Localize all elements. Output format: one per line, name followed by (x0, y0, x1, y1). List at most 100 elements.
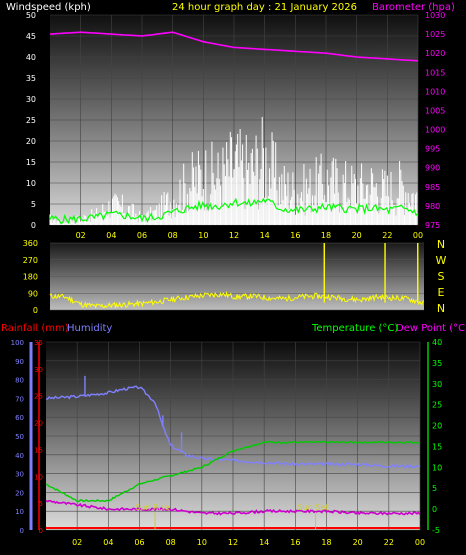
barometer-axis-title: Barometer (hpa) (372, 2, 455, 13)
temp-x-tick-label: 10 (197, 538, 207, 547)
humidity-tick-label: 30 (15, 471, 24, 479)
wind-x-tick-label: 18 (321, 231, 331, 240)
temperature-tick-label: 40 (432, 338, 442, 347)
humidity-tick-label: 70 (15, 395, 24, 403)
barometer-tick-label: 1005 (425, 106, 445, 115)
rainfall-tick-label: 15 (34, 446, 43, 454)
rainfall-legend: Rainfall (mm) (1, 323, 69, 334)
wind-tick-label: 20 (26, 137, 36, 146)
humidity-legend: Humidity (67, 323, 112, 334)
wind-tick-label: 0 (31, 221, 36, 230)
dewpoint-legend: Dew Point (°C) (396, 323, 466, 334)
wind-axis-title: Windspeed (kph) (6, 2, 91, 13)
direction-tick-label: 180 (23, 273, 38, 282)
direction-tick-label: 270 (23, 256, 38, 265)
wind-x-tick-label: 20 (352, 231, 362, 240)
sunset-label: Sun Set (298, 503, 329, 512)
humidity-tick-label: 0 (20, 527, 24, 535)
humidity-tick-label: 90 (15, 358, 24, 366)
temperature-tick-label: -5 (432, 526, 440, 535)
compass-label: W (436, 254, 447, 267)
temperature-tick-label: 25 (432, 401, 442, 410)
temp-x-tick-label: 06 (134, 538, 144, 547)
wind-x-tick-label: 12 (229, 231, 239, 240)
wind-tick-label: 45 (26, 32, 36, 41)
temperature-tick-label: 10 (432, 463, 442, 472)
barometer-tick-label: 975 (425, 221, 440, 230)
wind-tick-label: 40 (26, 53, 36, 62)
temp-x-tick-label: 12 (228, 538, 238, 547)
sunrise-label: Sun Rise (135, 503, 170, 512)
wind-tick-label: 35 (26, 74, 36, 83)
chart-title: 24 hour graph day : 21 January 2026 (172, 2, 357, 13)
direction-tick-label: 0 (33, 306, 38, 315)
humidity-tick-label: 10 (15, 508, 24, 516)
temperature-tick-label: 35 (432, 359, 442, 368)
direction-tick-label: 360 (23, 239, 38, 248)
rainfall-tick-label: 30 (34, 366, 43, 374)
temperature-tick-label: 15 (432, 442, 442, 451)
wind-tick-label: 15 (26, 158, 36, 167)
barometer-tick-label: 985 (425, 183, 440, 192)
rainfall-tick-label: 0 (39, 527, 43, 535)
temp-x-tick-label: 18 (321, 538, 331, 547)
temperature-legend: Temperature (°C) (311, 323, 398, 334)
barometer-tick-label: 1025 (425, 30, 445, 39)
wind-direction-line (49, 290, 425, 309)
wind-x-tick-label: 04 (106, 231, 116, 240)
temperature-tick-label: 30 (432, 380, 442, 389)
barometer-tick-label: 1030 (425, 11, 445, 20)
direction-tick-label: 90 (28, 289, 38, 298)
wind-tick-label: 30 (26, 95, 36, 104)
temp-x-tick-label: 22 (384, 538, 394, 547)
rainfall-tick-label: 35 (34, 339, 43, 347)
wind-tick-label: 50 (26, 11, 36, 20)
humidity-line (45, 385, 421, 469)
humidity-tick-label: 80 (15, 377, 24, 385)
humidity-tick-label: 100 (11, 339, 24, 347)
humidity-tick-label: 40 (15, 452, 24, 460)
compass-label: S (438, 270, 445, 283)
barometer-tick-label: 980 (425, 202, 440, 211)
humidity-tick-label: 20 (15, 489, 24, 497)
wind-x-tick-label: 14 (260, 231, 270, 240)
wind-x-tick-label: 10 (198, 231, 208, 240)
barometer-tick-label: 995 (425, 145, 440, 154)
wind-x-tick-label: 22 (382, 231, 392, 240)
rainfall-tick-label: 10 (34, 473, 43, 481)
barometer-tick-label: 1020 (425, 49, 445, 58)
humidity-tick-label: 50 (15, 433, 24, 441)
temp-x-tick-label: 02 (72, 538, 82, 547)
barometer-line (49, 31, 419, 62)
temp-x-tick-label: 20 (353, 538, 363, 547)
compass-label: N (437, 302, 445, 315)
temp-x-tick-label: 04 (103, 538, 113, 547)
temp-x-tick-label: 16 (290, 538, 300, 547)
barometer-tick-label: 1015 (425, 68, 445, 77)
rainfall-tick-label: 25 (34, 393, 43, 401)
dewpoint-line (45, 499, 421, 516)
temp-x-tick-label: 08 (166, 538, 176, 547)
wind-tick-label: 10 (26, 179, 36, 188)
barometer-tick-label: 990 (425, 164, 440, 173)
barometer-tick-label: 1000 (425, 126, 445, 135)
temp-x-tick-label: 14 (259, 538, 269, 547)
temp-x-tick-label: 00 (415, 538, 425, 547)
compass-label: N (437, 238, 445, 251)
wind-average-line (49, 197, 419, 225)
wind-tick-label: 5 (31, 200, 36, 209)
wind-x-tick-label: 16 (290, 231, 300, 240)
temperature-tick-label: 5 (432, 484, 437, 493)
temperature-tick-label: 20 (432, 422, 442, 431)
temperature-tick-label: 0 (432, 505, 437, 514)
temperature-line (45, 440, 421, 503)
wind-x-tick-label: 00 (413, 231, 423, 240)
wind-x-tick-label: 08 (168, 231, 178, 240)
compass-label: E (438, 286, 445, 299)
wind-x-tick-label: 06 (137, 231, 147, 240)
barometer-tick-label: 1010 (425, 87, 445, 96)
rainfall-tick-label: 20 (34, 420, 43, 428)
humidity-tick-label: 60 (15, 414, 24, 422)
